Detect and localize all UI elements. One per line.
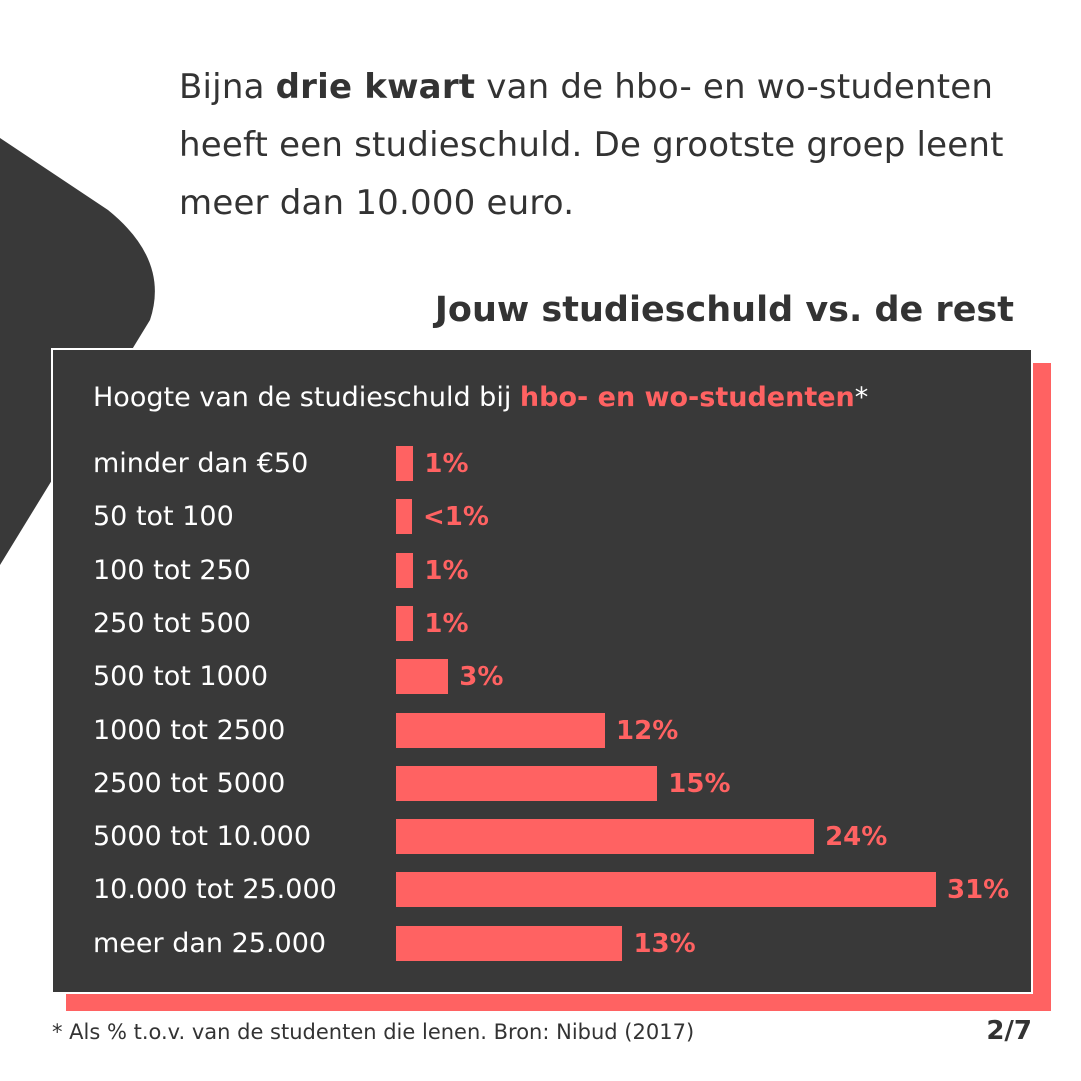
- chart-title: Hoogte van de studieschuld bij hbo- en w…: [93, 382, 868, 413]
- bar-value-label: 12%: [616, 715, 679, 746]
- bar: [396, 605, 414, 641]
- bar-value-label: 3%: [459, 662, 504, 693]
- bar-row: 50 tot 100 <1%: [53, 497, 1033, 537]
- bar-row: 100 tot 250 1%: [53, 551, 1033, 591]
- category-label: 50 tot 100: [93, 501, 234, 533]
- bar-value-label: 1%: [424, 555, 469, 586]
- chart-title-prefix: Hoogte van de studieschuld bij: [93, 382, 520, 413]
- chart-title-highlight: hbo- en wo-studenten: [519, 382, 855, 413]
- bar: [396, 765, 658, 801]
- bar-row: 250 tot 500 1%: [53, 604, 1033, 644]
- bar: [396, 872, 936, 908]
- bar-value-label: 13%: [633, 928, 696, 959]
- bar: [396, 712, 606, 748]
- intro-text-bold: drie kwart: [275, 67, 476, 107]
- bar-row: minder dan €50 1%: [53, 444, 1033, 484]
- category-label: 250 tot 500: [93, 607, 251, 639]
- category-label: 10.000 tot 25.000: [93, 874, 337, 906]
- bar: [396, 499, 412, 535]
- bar: [396, 446, 414, 481]
- bar-value-label: <1%: [423, 502, 489, 533]
- bar-row: meer dan 25.000 13%: [53, 924, 1033, 964]
- bar: [396, 659, 449, 695]
- bar: [396, 925, 623, 961]
- bar: [396, 819, 815, 855]
- footnote: * Als % t.o.v. van de studenten die lene…: [52, 1020, 695, 1044]
- bar-value-label: 1%: [424, 608, 469, 639]
- category-label: 500 tot 1000: [93, 661, 269, 693]
- category-label: 100 tot 250: [93, 554, 251, 586]
- chart-title-suffix: *: [854, 382, 869, 413]
- intro-text-end: van de hbo- en wo-studenten heeft een st…: [179, 67, 1004, 223]
- category-label: 5000 tot 10.000: [93, 821, 312, 853]
- bar-row: 500 tot 1000 3%: [53, 657, 1033, 697]
- bar-value-label: 15%: [668, 768, 731, 799]
- bar-row: 2500 tot 5000 15%: [53, 764, 1033, 804]
- page-indicator: 2/7: [986, 1016, 1032, 1046]
- category-label: 2500 tot 5000: [93, 767, 286, 799]
- category-label: meer dan 25.000: [93, 927, 327, 959]
- bar-value-label: 31%: [947, 875, 1010, 906]
- section-heading: Jouw studieschuld vs. de rest: [434, 290, 1014, 330]
- chart-panel: Hoogte van de studieschuld bij hbo- en w…: [51, 348, 1033, 994]
- bar-row: 5000 tot 10.000 24%: [53, 817, 1033, 857]
- intro-text-start: Bijna: [179, 67, 276, 107]
- category-label: minder dan €50: [93, 448, 309, 479]
- category-label: 1000 tot 2500: [93, 714, 286, 746]
- bar: [396, 552, 414, 588]
- intro-text: Bijna drie kwart van de hbo- en wo-stude…: [179, 58, 1059, 232]
- bar-row: 10.000 tot 25.000 31%: [53, 870, 1033, 910]
- bar-value-label: 1%: [424, 449, 469, 479]
- bar-value-label: 24%: [825, 822, 888, 853]
- bar-row: 1000 tot 2500 12%: [53, 711, 1033, 751]
